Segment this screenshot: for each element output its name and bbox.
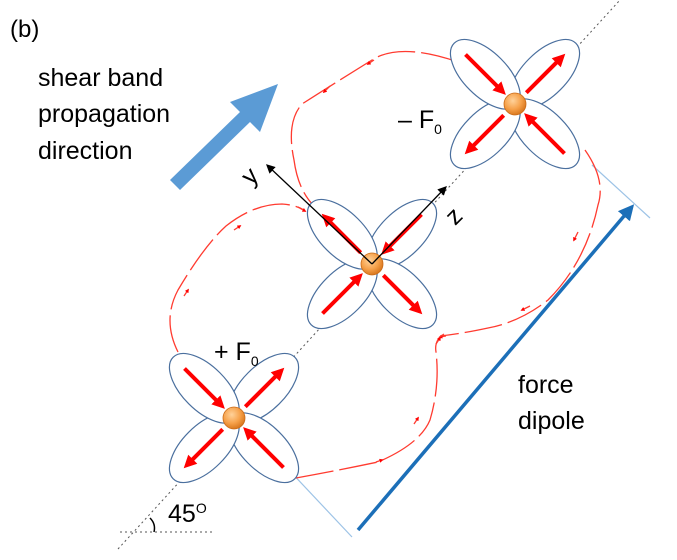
particle-top <box>449 38 581 170</box>
force-arrow <box>183 427 225 469</box>
force-arrow <box>464 53 506 95</box>
force-dipole-label-line2: dipole <box>518 407 585 435</box>
flow-line-left <box>169 203 305 353</box>
flow-arrowhead <box>375 458 384 463</box>
flow-arrowhead <box>366 59 375 65</box>
angle-label: 45O <box>168 500 207 528</box>
positive-force-label: + F0 <box>214 338 259 369</box>
force-arrow <box>243 427 285 469</box>
angle-arc <box>149 517 156 533</box>
force-arrow <box>183 367 225 409</box>
flow-arrowhead <box>233 225 242 231</box>
panel-label: (b) <box>10 16 40 43</box>
flow-arrowhead <box>322 85 331 94</box>
force-arrow <box>381 273 423 315</box>
flow-arrowhead <box>573 231 579 242</box>
force-arrow <box>524 113 566 155</box>
force-dipole-label-line1: force <box>518 371 574 399</box>
flow-arrowhead <box>413 416 419 425</box>
particles <box>168 38 581 484</box>
y-axis-arrow <box>266 164 373 265</box>
shear-label-line3: direction <box>38 137 133 165</box>
force-arrow <box>524 53 566 95</box>
force-dipole-arrow <box>356 204 635 532</box>
flow-line-bottom <box>295 333 445 479</box>
force-arrow <box>464 113 506 155</box>
force-arrow <box>321 273 363 315</box>
particle-ball <box>503 92 527 116</box>
shear-label-line2: propagation <box>38 100 171 128</box>
force-arrow <box>243 367 285 409</box>
flow-arrowhead <box>183 288 189 297</box>
flow-lines <box>169 50 601 479</box>
flow-line-top-left <box>290 50 459 207</box>
flow-arrowhead <box>435 336 441 345</box>
propagation-arrow <box>170 84 278 190</box>
flow-line-top-right <box>439 149 601 337</box>
force-arrow <box>321 213 363 255</box>
flow-arrowhead <box>520 305 531 311</box>
shear-label-line1: shear band <box>38 64 164 92</box>
negative-force-label: – F0 <box>398 106 442 137</box>
particle-ball <box>222 406 246 430</box>
flow-arrowhead <box>297 206 307 212</box>
dipole-guide-line-top <box>591 164 651 219</box>
z-axis-arrow <box>371 186 447 265</box>
particle-bottom <box>168 352 300 484</box>
